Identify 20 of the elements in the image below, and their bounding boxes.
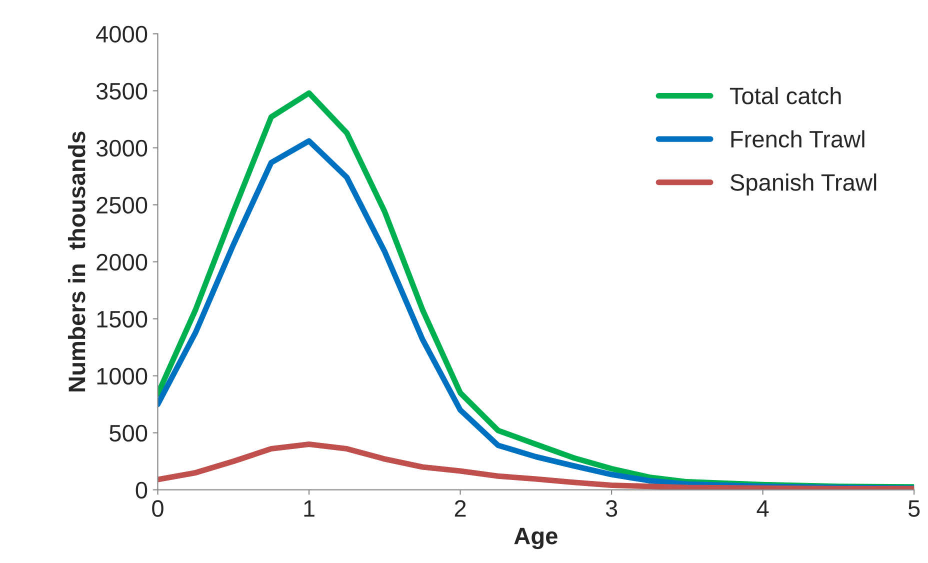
legend-label: Total catch <box>730 86 841 104</box>
x-tick-label: 5 <box>908 500 920 517</box>
y-tick-label: 2000 <box>96 254 148 271</box>
x-axis-title: Age <box>514 528 558 550</box>
y-tick-label: 0 <box>136 482 148 499</box>
legend-label: Spanish Trawl <box>730 173 876 196</box>
x-tick-label: 3 <box>606 500 618 517</box>
x-tick-label: 0 <box>152 500 164 517</box>
y-axis-title: Numbers in thousands <box>68 132 86 392</box>
y-tick-label: 500 <box>110 424 148 442</box>
x-tick-label: 2 <box>454 500 466 517</box>
x-tick-label: 1 <box>304 500 314 517</box>
x-tick-label: 4 <box>756 500 769 517</box>
legend-label: French Trawl <box>731 130 864 148</box>
y-tick-label: 4000 <box>96 26 148 43</box>
y-tick-label: 1000 <box>97 368 148 385</box>
y-tick-label: 2500 <box>96 196 148 214</box>
y-tick-label: 3000 <box>96 140 148 157</box>
y-tick-label: 1500 <box>97 310 148 328</box>
y-tick-label: 3500 <box>96 82 148 100</box>
